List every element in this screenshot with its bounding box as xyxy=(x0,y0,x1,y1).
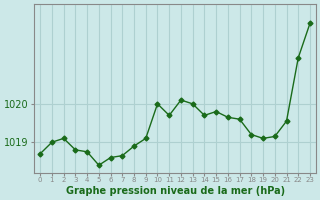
X-axis label: Graphe pression niveau de la mer (hPa): Graphe pression niveau de la mer (hPa) xyxy=(66,186,285,196)
